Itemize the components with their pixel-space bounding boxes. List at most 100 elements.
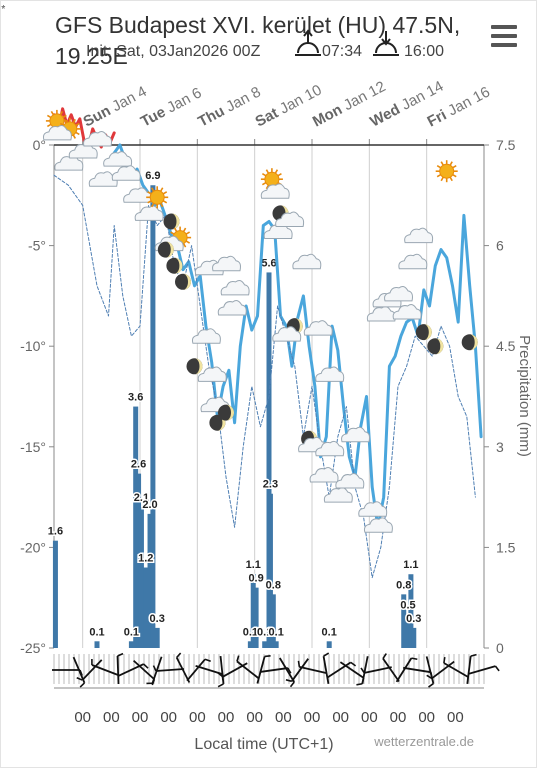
wind-shaft	[256, 656, 266, 684]
sunset-arrow	[381, 38, 391, 46]
wind-feather	[143, 663, 149, 669]
sun-ray	[46, 114, 52, 119]
sunrise-arrow	[303, 29, 313, 37]
moon-lit	[183, 273, 191, 290]
precip-value-label: 3.6	[128, 392, 143, 404]
wind-feather	[382, 653, 387, 659]
wind-barb	[260, 667, 292, 674]
moon-icon	[427, 338, 444, 355]
precip-value-label: 0.1	[269, 626, 284, 638]
date-tick-label: Tue Jan 6	[138, 84, 205, 130]
sun-ray	[147, 200, 152, 204]
wind-feather	[152, 665, 157, 672]
sun-ray	[185, 231, 191, 235]
cloud-icon	[404, 227, 434, 244]
wind-shaft	[361, 656, 369, 684]
wind-shaft	[382, 658, 400, 682]
precip-value-label: 2.6	[131, 459, 146, 471]
right-tick-label: 6	[496, 238, 504, 254]
precip-bar	[405, 614, 411, 648]
cloud-icon	[217, 300, 247, 316]
snow-flakes: * *	[0, 4, 5, 15]
wind-shaft	[151, 656, 163, 684]
wind-shaft	[91, 664, 119, 676]
precip-bar	[270, 594, 276, 648]
moon-icon	[166, 257, 183, 274]
wind-feather	[411, 657, 418, 661]
dewpoint-line	[53, 174, 476, 579]
moon-lit	[174, 257, 183, 274]
cloud-shape	[341, 426, 370, 443]
cloud-icon	[212, 255, 241, 272]
chart-title: GFS Budapest XVI. kerület (HU) 47.5N,	[55, 12, 461, 38]
wind-shaft	[466, 655, 472, 685]
left-tick-label: -20°	[20, 539, 46, 555]
right-tick-label: 3	[496, 439, 504, 455]
wind-shaft	[339, 661, 365, 679]
chart-title-line2: 19.25E	[55, 43, 128, 69]
precip-bar	[147, 513, 153, 648]
cloud-shape	[335, 473, 365, 489]
cloud-icon	[366, 306, 396, 322]
cloud-icon	[363, 517, 393, 533]
moon-lit	[469, 334, 478, 351]
wind-shaft	[81, 659, 103, 681]
wind-feather	[217, 683, 224, 688]
precip-bar	[143, 567, 149, 648]
precip-bar	[247, 641, 253, 648]
precip-value-label: 0.1	[89, 626, 104, 638]
precip-value-label: 0.8	[396, 579, 411, 591]
sunrise-arc	[297, 42, 319, 54]
moon-lit	[423, 324, 432, 341]
cloud-shape	[217, 300, 247, 316]
hamburger-menu-icon[interactable]	[491, 25, 517, 47]
wind-shaft	[116, 655, 120, 685]
precip-bar	[133, 406, 139, 648]
wind-feather	[350, 661, 357, 667]
hour-tick-label: 00	[160, 709, 177, 726]
sun-ray	[160, 187, 164, 192]
sun-ray	[72, 134, 76, 139]
sun-ray	[75, 131, 80, 136]
moon-dark	[218, 404, 234, 421]
sun-ray	[162, 200, 168, 204]
wind-shaft	[425, 656, 435, 684]
sun-ray	[147, 191, 152, 195]
wind-feather	[289, 681, 295, 688]
cloud-shape	[404, 227, 434, 244]
precip-value-label: 0.8	[266, 579, 281, 591]
wind-shaft	[291, 658, 309, 682]
wind-feather	[426, 674, 433, 680]
cloud-icon	[111, 165, 141, 181]
precip-value-label: 1.1	[403, 559, 418, 571]
moon-dark	[461, 334, 478, 351]
sun-ray	[261, 173, 267, 177]
right-tick-label: 4.5	[496, 338, 516, 354]
cloud-shape	[309, 467, 339, 483]
sun-ray	[151, 202, 155, 208]
hour-tick-label: 00	[361, 709, 378, 726]
sun-ray	[170, 231, 175, 235]
moon-icon	[175, 273, 191, 290]
cloud-icon	[341, 426, 370, 443]
moon-lit	[165, 241, 174, 258]
sun-ray	[151, 187, 155, 192]
wind-barb	[326, 661, 357, 679]
wind-barb	[356, 656, 369, 686]
sun-icon	[435, 160, 458, 183]
wind-feather	[360, 667, 365, 674]
snow-cloud-icon	[220, 279, 250, 296]
wind-barb	[285, 658, 309, 683]
hour-tick-label: 00	[74, 709, 91, 726]
precip-bar	[262, 641, 268, 648]
wind-barb	[425, 656, 435, 688]
moon-lit	[435, 338, 444, 355]
cloud-shape	[260, 183, 290, 199]
wind-feather	[217, 672, 224, 678]
cloud-shape	[275, 211, 305, 227]
moon-lit	[194, 358, 203, 375]
cloud-shape	[83, 131, 112, 147]
wind-barb	[279, 657, 295, 688]
cloud-icon	[103, 151, 133, 167]
